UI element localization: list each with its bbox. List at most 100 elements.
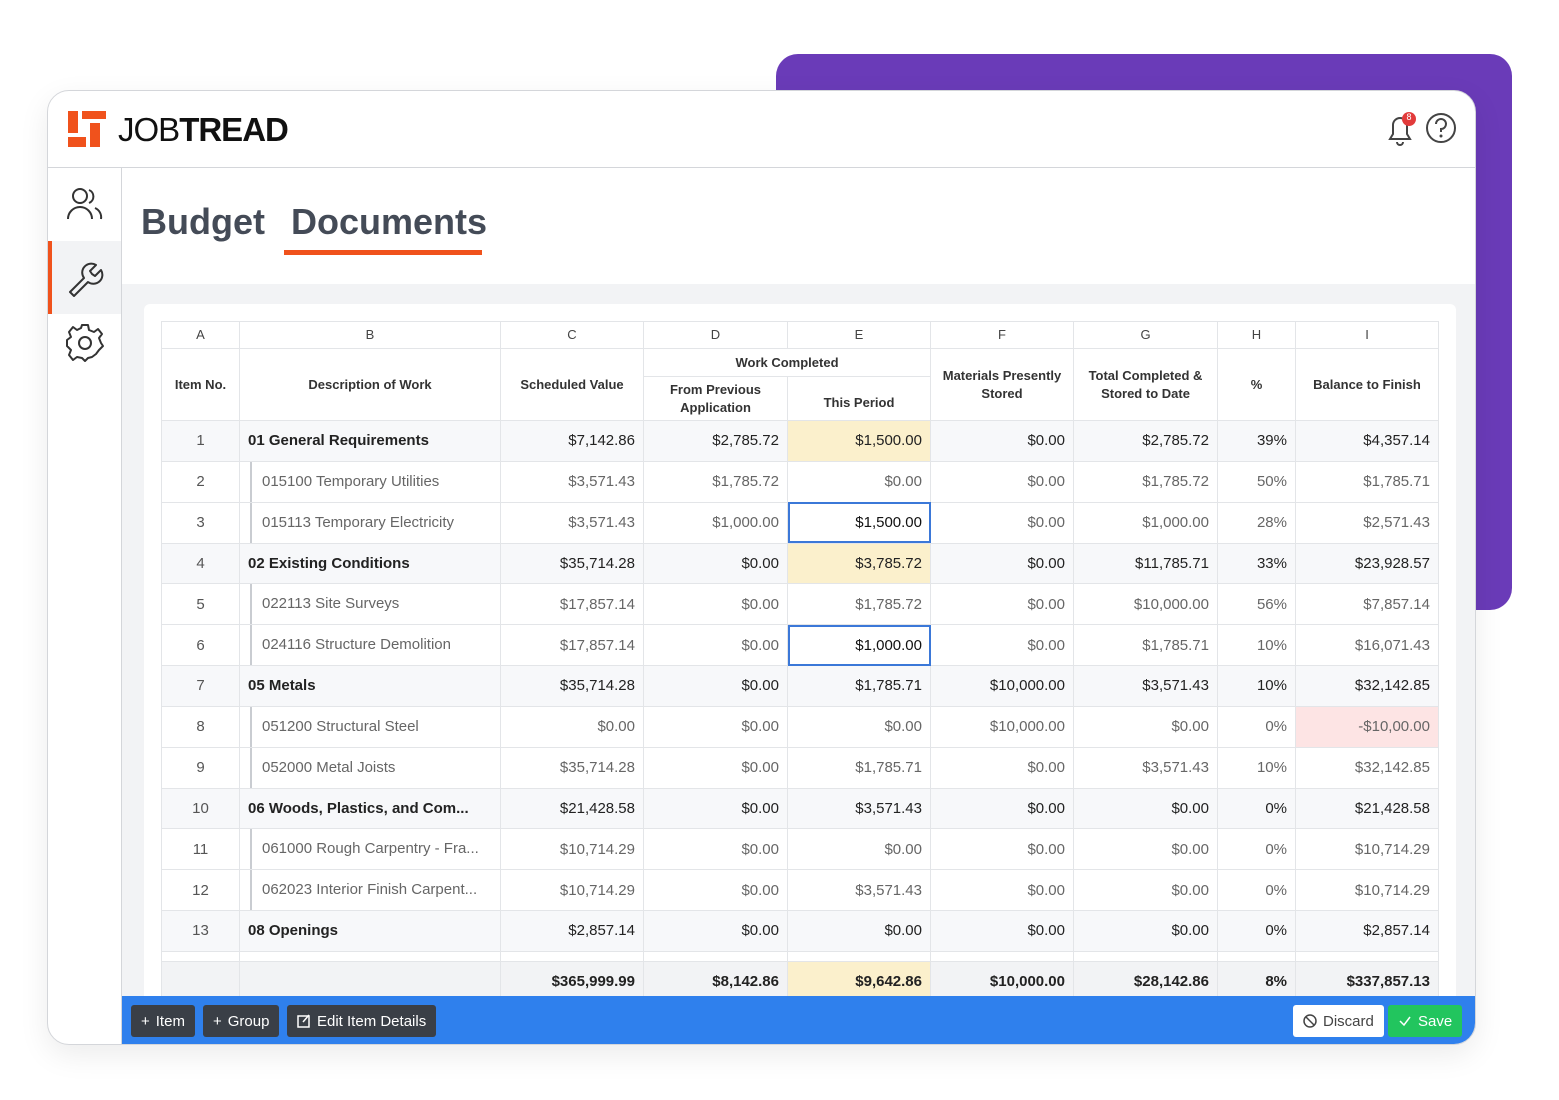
logo: JOBTREAD [118,111,289,149]
table-cell: 9 [161,746,240,789]
item-row: 2 015100 Temporary Utilities $3,571.43 $1,7… [161,460,1439,503]
table-panel: A B C D E F G H I Item No. Description of Work Sche… [144,304,1456,1004]
table-cell: $1,785.72 [787,583,931,625]
table-cell: $3,571.43 [787,869,931,911]
description-cell: 024116 Structure Demolition [239,624,501,666]
edit-icon [297,1014,310,1028]
description-cell: 015100 Temporary Utilities [239,460,501,503]
button-label: Edit Item Details [317,1012,427,1030]
table-cell: 10 [161,787,240,829]
table-cell: $0.00 [930,910,1074,952]
table-cell: $1,500.00 [787,501,931,544]
plus-icon: + [141,1012,150,1030]
header-row: From Previous Application This Period [162,376,1439,421]
table-cell [1217,950,1296,962]
table-cell: $35,714.28 [500,542,644,584]
table-cell: $0.00 [930,787,1074,829]
column-letter: C [500,321,644,349]
table-cell: $1,785.72 [643,460,788,503]
table-cell: $32,142.85 [1295,746,1439,789]
description-text: 015100 Temporary Utilities [250,462,492,501]
table-cell: 10% [1217,746,1296,789]
table-cell: $35,714.28 [500,665,644,707]
table-cell: $2,857.14 [500,910,644,952]
table-cell: 33% [1217,542,1296,584]
description-cell: 051200 Structural Steel [239,705,501,748]
description-text: 022113 Site Surveys [250,584,492,624]
column-letter: E [787,321,931,349]
table-cell: $0.00 [1073,705,1218,748]
column-header: Total Completed & Stored to Date [1073,348,1218,421]
item-row: 6 024116 Structure Demolition $17,857.14 $0… [161,624,1439,666]
add-item-button[interactable]: + Item [131,1005,195,1037]
table-cell [787,950,931,962]
column-header: From Previous Application [643,376,788,421]
column-header: Item No. [161,348,240,421]
people-icon[interactable] [66,186,104,224]
settings-icon[interactable] [65,323,105,363]
table-cell: $1,500.00 [787,420,931,462]
table-cell: $35,714.28 [500,746,644,789]
table-cell: $0.00 [930,869,1074,911]
item-row: 9 052000 Metal Joists $35,714.28 $0.00 $1,78… [161,746,1439,789]
action-bar: + Item + Group Edit Item Details Discard S… [122,996,1475,1044]
table-cell: -$10,00.00 [1295,705,1439,748]
table-cell: $10,714.29 [500,828,644,870]
table-cell: 0% [1217,787,1296,829]
save-button[interactable]: Save [1388,1005,1463,1037]
description-cell: 015113 Temporary Electricity [239,501,501,544]
table-cell: $0.00 [1073,828,1218,870]
header-row: Item No. Description of Work Scheduled Val… [161,348,1439,421]
description-cell: 061000 Rough Carpentry - Fra... [239,828,501,870]
edit-button[interactable]: Edit Item Details [287,1005,437,1037]
group-row: 7 05 Metals $35,714.28 $0.00 $1,785.71 $10,00… [161,665,1439,707]
total-cell: 8% [1217,960,1296,1002]
table-cell: $3,571.43 [1073,665,1218,707]
column-header: % [1217,348,1296,421]
item-row: 8 051200 Structural Steel $0.00 $0.00 $0.00 $… [161,705,1439,748]
table-cell: $2,785.72 [643,420,788,462]
partial-row [161,950,1439,962]
table-cell: $0.00 [1073,869,1218,911]
description-text: 061000 Rough Carpentry - Fra... [250,829,492,869]
description-text: 024116 Structure Demolition [250,625,492,665]
notifications[interactable] [1384,111,1424,147]
table-cell: $32,142.85 [1295,665,1439,707]
sidebar [48,168,122,1044]
column-header: Description of Work [239,348,501,421]
item-row: 5 022113 Site Surveys $17,857.14 $0.00 $1,78… [161,583,1439,625]
discard-button[interactable]: Discard [1293,1005,1384,1037]
table-cell: $3,571.43 [500,501,644,544]
tab-underline [284,250,482,255]
add-group-button[interactable]: + Group [203,1005,280,1037]
table-cell: 0% [1217,705,1296,748]
tab[interactable]: Budget [141,201,265,242]
table-cell: 0% [1217,910,1296,952]
total-cell: $8,142.86 [643,960,788,1002]
wrench-icon[interactable] [66,259,104,297]
button-label: Item [155,1012,185,1030]
table-cell: $0.00 [643,542,788,584]
table-cell: $10,714.29 [1295,869,1439,911]
column-letter: F [930,321,1074,349]
discard-icon [1303,1014,1317,1028]
table-cell: $0.00 [787,828,931,870]
app-window: JOBTREAD 8 [47,90,1476,1045]
table-cell: $0.00 [787,910,931,952]
table-body: 1 01 General Requirements $7,142.86 $2,785.… [161,420,1439,1002]
tab-active[interactable]: Documents [291,201,488,242]
table-cell: $21,428.58 [1295,787,1439,829]
header: JOBTREAD 8 [48,91,1475,168]
table-cell: 13 [161,910,240,952]
table-cell: $0.00 [643,910,788,952]
table-cell: 28% [1217,501,1296,544]
table-cell: 10% [1217,624,1296,666]
description-cell: 06 Woods, Plastics, and Com... [239,787,501,829]
table-cell: $11,785.71 [1073,542,1218,584]
table-cell: $0.00 [643,787,788,829]
group-row: 4 02 Existing Conditions $35,714.28 $0.00 $3… [161,542,1439,584]
table-cell: $10,000.00 [930,665,1074,707]
table-cell: $1,785.71 [787,665,931,707]
notification-count: 8 [1406,112,1412,122]
help[interactable] [1424,111,1458,145]
